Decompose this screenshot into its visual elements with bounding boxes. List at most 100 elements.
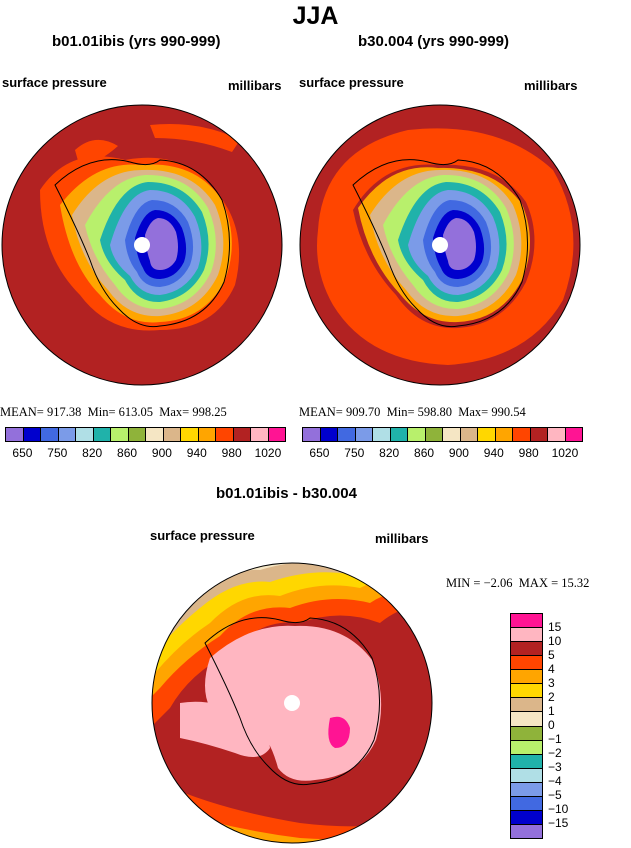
colorbar-tick-label: 980 bbox=[221, 446, 242, 460]
colorbar-tick-label: 750 bbox=[47, 446, 68, 460]
colorbar-tick-label: −3 bbox=[548, 760, 562, 774]
colorbar-swatch bbox=[511, 726, 542, 741]
right-mean-label: MEAN= bbox=[299, 405, 343, 419]
left-panel-title: b01.01ibis (yrs 990-999) bbox=[52, 33, 221, 50]
colorbar-swatch bbox=[111, 428, 129, 441]
colorbar-swatch bbox=[443, 428, 461, 441]
right-max-label: Max= bbox=[458, 405, 489, 419]
colorbar-swatch bbox=[511, 656, 542, 671]
colorbar-tick-label: 860 bbox=[414, 446, 435, 460]
right-polar-map bbox=[299, 104, 581, 386]
colorbar-swatch bbox=[511, 754, 542, 769]
diff-minmax: MIN = −2.06 MAX = 15.32 bbox=[446, 576, 589, 591]
colorbar-tick-label: 1020 bbox=[254, 446, 282, 460]
colorbar-swatch bbox=[390, 428, 408, 441]
colorbar-swatch bbox=[460, 428, 478, 441]
colorbar-tick-label: 940 bbox=[186, 446, 207, 460]
colorbar-swatch bbox=[23, 428, 41, 441]
colorbar-tick-label: 1 bbox=[548, 704, 555, 718]
right-max-value: 990.54 bbox=[491, 405, 526, 419]
colorbar-swatch bbox=[320, 428, 338, 441]
colorbar-swatch bbox=[146, 428, 164, 441]
colorbar-tick-label: −4 bbox=[548, 774, 562, 788]
colorbar-swatch bbox=[565, 428, 582, 441]
left-min-value: 613.05 bbox=[118, 405, 153, 419]
colorbar-swatch bbox=[495, 428, 513, 441]
right-mean-value: 909.70 bbox=[345, 405, 381, 419]
right-units-label: millibars bbox=[524, 78, 578, 93]
colorbar-swatch bbox=[511, 628, 542, 643]
colorbar-tick-label: 10 bbox=[548, 634, 562, 648]
colorbar-swatch bbox=[511, 824, 542, 838]
colorbar-swatch bbox=[511, 670, 542, 685]
diff-max-value: 15.32 bbox=[561, 576, 590, 590]
colorbar-tick-label: −2 bbox=[548, 746, 562, 760]
diff-colorbar bbox=[510, 613, 543, 839]
right-min-value: 598.80 bbox=[417, 405, 452, 419]
colorbar-swatch bbox=[530, 428, 548, 441]
colorbar-tick-label: 650 bbox=[12, 446, 33, 460]
diff-polar-map bbox=[151, 562, 433, 844]
colorbar-tick-label: 940 bbox=[483, 446, 504, 460]
right-stats: MEAN= 909.70 Min= 598.80 Max= 990.54 bbox=[299, 405, 526, 420]
right-colorbar bbox=[302, 427, 583, 442]
left-units-label: millibars bbox=[228, 78, 282, 93]
colorbar-swatch bbox=[93, 428, 111, 441]
colorbar-swatch bbox=[511, 796, 542, 811]
right-panel-title: b30.004 (yrs 990-999) bbox=[358, 33, 509, 50]
colorbar-swatch bbox=[163, 428, 181, 441]
colorbar-tick-label: −5 bbox=[548, 788, 562, 802]
left-max-value: 998.25 bbox=[192, 405, 227, 419]
colorbar-tick-label: 4 bbox=[548, 662, 555, 676]
left-mean-label: MEAN= bbox=[0, 405, 44, 419]
colorbar-swatch bbox=[511, 614, 542, 629]
diff-min-value: −2.06 bbox=[483, 576, 513, 590]
colorbar-swatch bbox=[478, 428, 496, 441]
colorbar-tick-label: 820 bbox=[379, 446, 400, 460]
colorbar-swatch bbox=[511, 642, 542, 657]
colorbar-swatch bbox=[58, 428, 76, 441]
colorbar-tick-label: 750 bbox=[344, 446, 365, 460]
diff-variable-label: surface pressure bbox=[150, 528, 255, 543]
colorbar-swatch bbox=[548, 428, 566, 441]
colorbar-tick-label: 860 bbox=[117, 446, 138, 460]
colorbar-swatch bbox=[233, 428, 251, 441]
colorbar-swatch bbox=[511, 810, 542, 825]
colorbar-swatch bbox=[181, 428, 199, 441]
left-polar-map bbox=[1, 104, 283, 386]
colorbar-swatch bbox=[511, 740, 542, 755]
left-mean-value: 917.38 bbox=[46, 405, 82, 419]
colorbar-swatch bbox=[128, 428, 146, 441]
colorbar-swatch bbox=[513, 428, 531, 441]
colorbar-tick-label: −10 bbox=[548, 802, 569, 816]
colorbar-tick-label: −15 bbox=[548, 816, 569, 830]
colorbar-swatch bbox=[76, 428, 94, 441]
colorbar-swatch bbox=[251, 428, 269, 441]
colorbar-swatch bbox=[511, 768, 542, 783]
left-min-label: Min= bbox=[87, 405, 116, 419]
colorbar-swatch bbox=[373, 428, 391, 441]
colorbar-tick-label: 15 bbox=[548, 620, 562, 634]
colorbar-tick-label: 820 bbox=[82, 446, 103, 460]
right-variable-label: surface pressure bbox=[299, 75, 404, 90]
left-colorbar bbox=[5, 427, 286, 442]
colorbar-tick-label: 900 bbox=[151, 446, 172, 460]
colorbar-swatch bbox=[216, 428, 234, 441]
right-min-label: Min= bbox=[386, 405, 415, 419]
colorbar-swatch bbox=[425, 428, 443, 441]
colorbar-swatch bbox=[511, 782, 542, 797]
colorbar-swatch bbox=[511, 684, 542, 699]
figure-title: JJA bbox=[292, 2, 339, 30]
colorbar-swatch bbox=[338, 428, 356, 441]
colorbar-swatch bbox=[511, 712, 542, 727]
colorbar-tick-label: 2 bbox=[548, 690, 555, 704]
diff-max-label: MAX = bbox=[518, 576, 559, 590]
colorbar-tick-label: 650 bbox=[309, 446, 330, 460]
colorbar-tick-label: 0 bbox=[548, 718, 555, 732]
diff-panel-title: b01.01ibis - b30.004 bbox=[216, 485, 357, 502]
colorbar-swatch bbox=[355, 428, 373, 441]
colorbar-swatch bbox=[303, 428, 321, 441]
colorbar-tick-label: 980 bbox=[518, 446, 539, 460]
colorbar-swatch bbox=[198, 428, 216, 441]
colorbar-swatch bbox=[6, 428, 24, 441]
